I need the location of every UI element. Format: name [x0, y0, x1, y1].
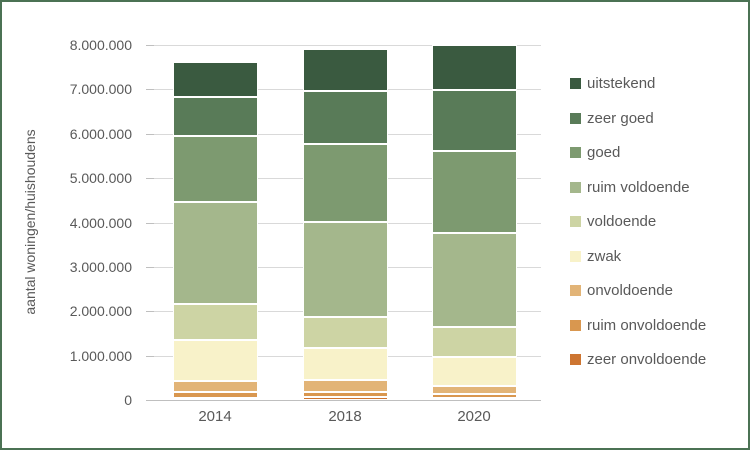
legend-label: zwak: [587, 247, 622, 265]
y-axis-tick: [146, 400, 154, 401]
bar-segment-onvoldoende-2020: [431, 385, 517, 395]
y-axis-tick: [146, 89, 154, 91]
legend-label: onvoldoende: [587, 282, 673, 299]
y-tick-label: 5.000.000: [69, 170, 132, 187]
x-tick-label-2018: 2018: [328, 408, 362, 425]
gridline: [153, 45, 541, 46]
bar-segment-zwak-2014: [172, 340, 258, 381]
bar-segment-zeer-goed-2018: [302, 90, 388, 144]
y-axis-tick: [146, 45, 154, 46]
legend-swatch: [570, 112, 581, 124]
bar-segment-zeer-onvoldoende-2020: [431, 398, 517, 401]
legend-swatch: [570, 250, 581, 262]
bar-segment-onvoldoende-2018: [302, 380, 388, 392]
legend-label: zeer goed: [587, 109, 654, 127]
y-tick-label: 8.000.000: [69, 37, 132, 53]
y-axis-tick: [146, 222, 154, 224]
bar-segment-voldoende-2014: [172, 304, 258, 341]
y-axis-tick: [146, 311, 154, 313]
bar-segment-ruim-voldoende-2014: [172, 202, 258, 305]
y-tick-label: 1.000.000: [69, 347, 132, 364]
legend-swatch: [570, 78, 581, 89]
bar-segment-zeer-onvoldoende-2018: [302, 397, 388, 400]
bar-segment-zwak-2020: [431, 357, 517, 386]
bar-segment-zwak-2018: [302, 348, 388, 381]
y-tick-label: 0: [124, 392, 132, 408]
y-axis-tick: [146, 266, 154, 268]
y-axis-tick: [146, 133, 154, 135]
x-axis-line: [146, 400, 541, 401]
bar-segment-zeer-goed-2014: [172, 96, 258, 136]
bar-segment-onvoldoende-2014: [172, 380, 258, 392]
bar-segment-uitstekend-2014: [172, 61, 258, 97]
y-tick-label: 2.000.000: [69, 303, 132, 320]
legend-swatch: [570, 147, 581, 158]
bar-segment-goed-2020: [431, 150, 517, 234]
bar-segment-goed-2018: [302, 143, 388, 222]
bar-segment-ruim-onvoldoende-2020: [431, 394, 517, 399]
legend-swatch: [570, 354, 581, 365]
legend-label: zeer onvoldoende: [587, 351, 707, 368]
bar-segment-uitstekend-2020: [431, 45, 517, 90]
y-tick-label: 4.000.000: [69, 214, 132, 231]
legend-swatch: [570, 216, 581, 227]
legend-swatch: [570, 181, 581, 193]
legend-label: uitstekend: [587, 75, 656, 92]
bar-segment-goed-2014: [172, 135, 258, 203]
legend-label: ruim voldoende: [587, 178, 690, 196]
bar-segment-voldoende-2018: [302, 317, 388, 349]
bar-segment-voldoende-2020: [431, 327, 517, 358]
y-tick-label: 7.000.000: [69, 81, 132, 98]
bar-segment-zeer-onvoldoende-2014: [172, 397, 258, 400]
x-tick-label-2014: 2014: [198, 408, 232, 425]
legend-swatch: [570, 285, 581, 296]
bar-segment-ruim-voldoende-2018: [302, 221, 388, 318]
legend-label: goed: [587, 144, 621, 161]
legend-label: voldoende: [587, 213, 657, 230]
bar-segment-zeer-goed-2020: [431, 89, 517, 151]
legend-label: ruim onvoldoende: [587, 316, 707, 334]
bar-segment-ruim-onvoldoende-2014: [172, 392, 258, 398]
x-tick-label-2020: 2020: [457, 408, 491, 425]
bar-segment-ruim-voldoende-2020: [431, 233, 517, 328]
y-axis-tick: [146, 178, 154, 180]
bar-segment-uitstekend-2018: [302, 49, 388, 91]
y-axis-tick: [146, 355, 154, 357]
y-tick-label: 6.000.000: [69, 125, 132, 142]
y-tick-label: 3.000.000: [69, 258, 132, 275]
bar-segment-ruim-onvoldoende-2018: [302, 391, 388, 398]
legend-swatch: [570, 319, 581, 331]
